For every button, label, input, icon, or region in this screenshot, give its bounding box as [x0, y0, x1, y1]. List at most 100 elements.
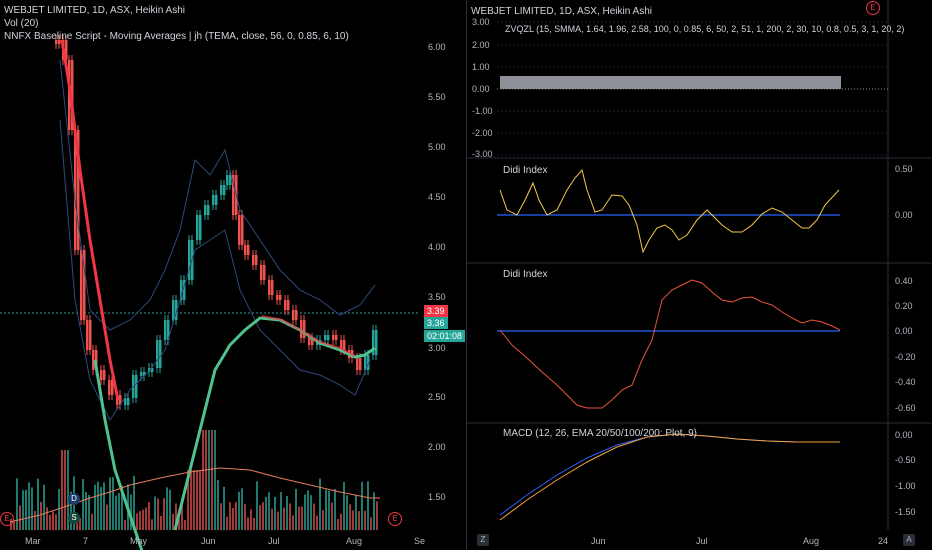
- macd-tick: -0.50: [895, 455, 916, 465]
- volume-bar: [109, 477, 111, 530]
- volume-bar: [205, 430, 207, 530]
- candle-body: [119, 395, 122, 405]
- volume-bar: [265, 496, 267, 530]
- volume-bar: [25, 489, 27, 530]
- volume-bar: [199, 470, 201, 530]
- main-chart-panel[interactable]: WEBJET LIMITED, 1D, ASX, Heikin Ashi Vol…: [0, 0, 466, 550]
- volume-bar: [346, 495, 348, 530]
- time-tick: Jun: [201, 536, 216, 546]
- volume-bar: [61, 450, 63, 530]
- volume-bar: [103, 482, 105, 530]
- candle-body: [127, 398, 130, 405]
- candle-body: [367, 355, 370, 370]
- volume-bar: [367, 481, 369, 530]
- zvqzl-tick: 1.00: [472, 62, 490, 72]
- candle-body: [372, 330, 375, 355]
- right-time-tick: Jul: [696, 536, 708, 546]
- volume-bar: [271, 508, 273, 530]
- candle-body: [111, 380, 114, 395]
- volume-bar: [331, 502, 333, 530]
- candle-body: [359, 358, 362, 370]
- didi2-line: [499, 279, 841, 409]
- candle-body: [327, 335, 330, 340]
- candle-body: [260, 265, 263, 280]
- time-tick: Mar: [25, 536, 41, 546]
- vertical-separator[interactable]: [466, 0, 467, 550]
- macd-label: MACD (12, 26, EMA 20/50/100/200: Plot, 9…: [503, 428, 697, 439]
- zvqzl-area: [500, 76, 841, 89]
- candle-body: [226, 175, 229, 185]
- candle-body: [148, 368, 151, 372]
- didi2-tick: -0.40: [895, 377, 916, 387]
- earnings-marker-left[interactable]: E: [0, 512, 14, 526]
- volume-bar: [253, 518, 255, 530]
- candle-body: [229, 175, 232, 185]
- volume-bar: [361, 481, 363, 530]
- candle-body: [300, 320, 303, 338]
- zvqzl-tick: -3.00: [472, 149, 493, 159]
- volume-bar: [64, 450, 66, 530]
- candle-body: [204, 205, 207, 215]
- candle-body: [124, 398, 127, 405]
- volume-bar: [172, 513, 174, 530]
- volume-bar: [328, 490, 330, 530]
- candle-body: [89, 320, 92, 350]
- candle-body: [244, 245, 247, 255]
- zvqzl-tick: 3.00: [472, 17, 490, 27]
- candle-body: [271, 280, 274, 295]
- countdown-badge: 02:01:08: [424, 330, 466, 342]
- candle-body: [241, 215, 244, 245]
- candle-body: [324, 335, 327, 340]
- candle-body: [188, 240, 191, 280]
- candle-body: [223, 185, 226, 195]
- volume-bar: [238, 491, 240, 530]
- didi2-label: Didi Index: [503, 269, 548, 280]
- auto-scale-button[interactable]: A: [903, 534, 915, 546]
- volume-bar: [193, 470, 195, 530]
- zoom-button[interactable]: Z: [477, 534, 489, 546]
- volume-bar: [376, 501, 378, 530]
- baseline-green: [93, 316, 376, 550]
- dividend-marker[interactable]: D: [68, 493, 80, 505]
- volume-bar: [226, 516, 228, 530]
- volume-bar: [49, 514, 51, 530]
- volume-bar: [70, 491, 72, 530]
- right-time-tick: 24: [878, 536, 889, 546]
- candle-body: [340, 340, 343, 350]
- earnings-marker-right[interactable]: E: [388, 512, 402, 526]
- volume-bar: [295, 488, 297, 530]
- volume-bar: [373, 492, 375, 530]
- candle-body: [159, 340, 162, 368]
- volume-bar: [241, 488, 243, 530]
- time-tick: 7: [83, 536, 89, 546]
- volume-bar: [352, 510, 354, 530]
- candle-body: [80, 250, 83, 320]
- candle-body: [247, 245, 250, 255]
- didi1-tick: 0.50: [895, 164, 913, 174]
- candle-body: [180, 280, 183, 300]
- volume-bar: [142, 509, 144, 530]
- baseline-red-overlay: [261, 315, 356, 357]
- volume-bar: [247, 517, 249, 530]
- earnings-marker-top[interactable]: E: [866, 1, 880, 15]
- candle-body: [215, 195, 218, 205]
- volume-bar: [169, 489, 171, 530]
- candle-body: [74, 130, 77, 250]
- volume-bar: [112, 477, 114, 530]
- split-marker[interactable]: S: [68, 512, 80, 524]
- right-panels: WEBJET LIMITED, 1D, ASX, Heikin Ashi ZVQ…: [467, 0, 932, 550]
- candle-body: [83, 250, 86, 320]
- baseline-label: NNFX Baseline Script - Moving Averages |…: [4, 31, 349, 42]
- volume-bar: [280, 492, 282, 530]
- volume-bar: [289, 503, 291, 530]
- volume-bar: [292, 515, 294, 530]
- volume-bar: [157, 498, 159, 530]
- candle-body: [55, 40, 58, 44]
- volume-bar: [310, 495, 312, 530]
- didi2-tick: 0.20: [895, 301, 913, 311]
- candle-body: [71, 60, 74, 130]
- candle-body: [284, 300, 287, 310]
- volume-bar: [166, 487, 168, 530]
- candle-body: [268, 280, 271, 295]
- volume-bar: [163, 498, 165, 530]
